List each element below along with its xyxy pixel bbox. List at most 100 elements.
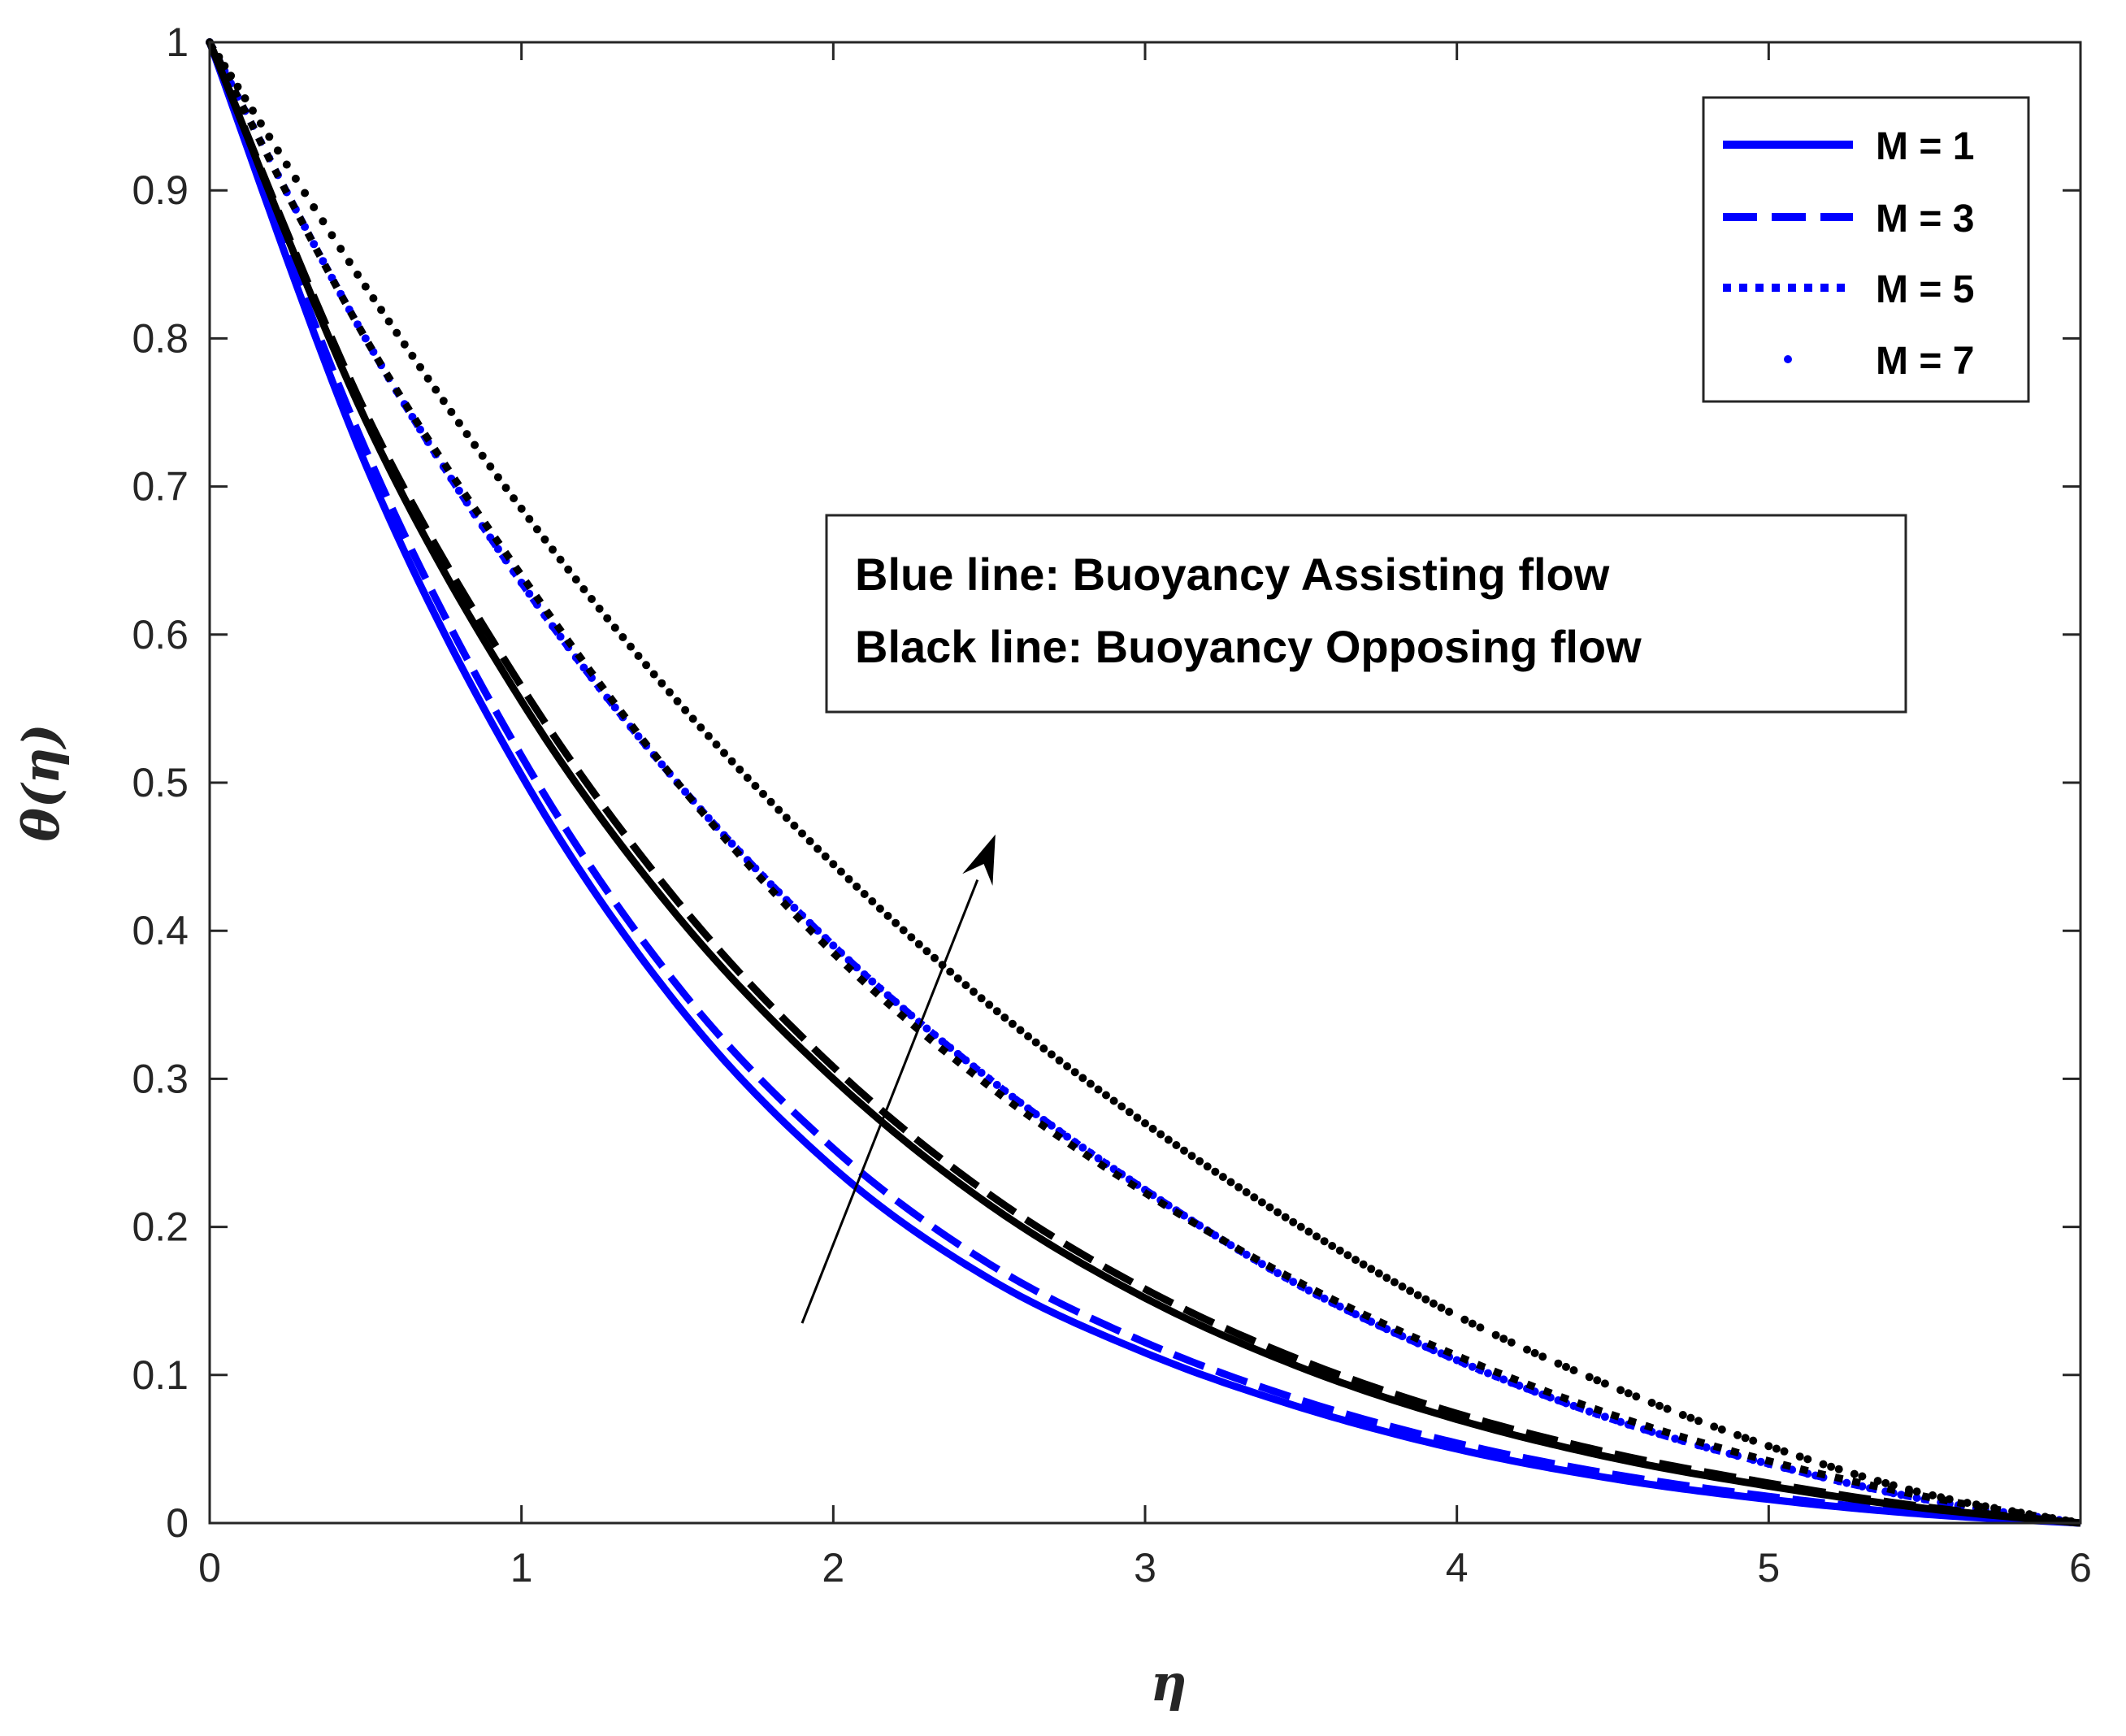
series-point: [665, 688, 674, 697]
series-point: [215, 53, 223, 61]
series-point: [1507, 1338, 1516, 1347]
series-point: [1016, 1026, 1025, 1035]
series-point: [1203, 1162, 1212, 1171]
series-point: [977, 994, 986, 1003]
series-point: [1421, 1295, 1430, 1304]
series-point: [618, 633, 627, 641]
series-point: [1250, 1193, 1259, 1202]
series-point: [328, 231, 336, 240]
series-point: [1499, 1335, 1508, 1343]
series-point: [704, 814, 713, 822]
series-point: [1367, 1317, 1376, 1326]
series-point: [1008, 1092, 1017, 1101]
series-point: [1772, 1444, 1781, 1453]
series-point: [688, 714, 697, 723]
series-point: [517, 504, 526, 513]
series-point: [844, 875, 853, 883]
series-point: [1741, 1434, 1750, 1443]
series-point: [735, 765, 744, 774]
series-point: [517, 579, 526, 587]
series-point: [899, 926, 908, 935]
series-point: [493, 545, 502, 553]
series-point: [1437, 1304, 1446, 1312]
series-point: [393, 328, 401, 337]
series-point: [681, 788, 690, 796]
series-point: [571, 575, 580, 584]
series-point: [1717, 1425, 1726, 1434]
series-point: [829, 860, 838, 869]
series-point: [432, 385, 440, 394]
series-point: [345, 258, 354, 267]
series-point: [579, 663, 588, 672]
series-point: [970, 987, 978, 996]
series-point: [1218, 1173, 1227, 1182]
y-tick-label: 0.2: [132, 1204, 189, 1250]
series-point: [1655, 1430, 1664, 1439]
series-point: [1468, 1362, 1477, 1371]
series-point: [556, 632, 565, 641]
x-tick-label: 3: [1134, 1545, 1156, 1591]
series-point: [836, 867, 845, 876]
series-point: [953, 1049, 962, 1058]
legend-label-m5: M = 5: [1876, 268, 1974, 311]
x-tick-label: 5: [1757, 1545, 1780, 1591]
series-point: [1647, 1399, 1656, 1407]
series-point: [1585, 1407, 1594, 1416]
series-point: [1164, 1135, 1173, 1144]
series-point: [1912, 1487, 1921, 1496]
series-point: [1148, 1124, 1157, 1133]
series-point: [938, 1037, 947, 1046]
series-point: [1070, 1068, 1079, 1077]
series-point: [798, 829, 806, 838]
series-point: [377, 306, 385, 315]
series-point: [657, 760, 666, 769]
series-point: [564, 565, 573, 574]
series-point: [1234, 1183, 1243, 1191]
series-point: [1257, 1198, 1266, 1207]
series-point: [510, 494, 518, 503]
series-point: [953, 974, 962, 983]
series-point: [1141, 1119, 1149, 1128]
series-point: [256, 119, 265, 128]
y-tick-label: 0.7: [132, 464, 189, 510]
series-point: [1273, 1208, 1282, 1217]
series-point: [301, 189, 310, 197]
series-assisting-m3: [206, 41, 2081, 1527]
series-point: [704, 731, 713, 740]
series-point: [1328, 1242, 1337, 1250]
series-point: [1047, 1050, 1056, 1059]
series-point: [556, 555, 565, 564]
series-point: [328, 273, 336, 282]
series-point: [1063, 1062, 1072, 1070]
series-point: [1530, 1348, 1539, 1357]
series-point: [478, 451, 487, 460]
series-point: [1749, 1436, 1758, 1445]
series-point: [361, 282, 370, 291]
series-point: [2016, 1508, 2025, 1517]
series-point: [1211, 1167, 1220, 1176]
series-point: [766, 880, 775, 889]
series-point: [1881, 1478, 1890, 1487]
series-point: [265, 132, 274, 141]
series-point: [1304, 1227, 1313, 1236]
series-point: [1257, 1260, 1266, 1269]
series-point: [1562, 1362, 1570, 1371]
series-point: [985, 1000, 994, 1009]
series-point: [1702, 1443, 1711, 1452]
series-point: [829, 941, 838, 950]
series-point: [1616, 1417, 1625, 1426]
y-tick-label: 0: [166, 1500, 189, 1546]
series-point: [273, 146, 282, 155]
series-point: [1554, 1359, 1563, 1368]
series-point: [931, 953, 939, 962]
series-point: [1663, 1404, 1672, 1413]
y-tick-label: 0.3: [132, 1056, 189, 1101]
series-point: [1374, 1269, 1383, 1278]
y-tick-label: 0.5: [132, 760, 189, 805]
series-point: [868, 977, 877, 986]
series-point: [1047, 1121, 1056, 1130]
series-point: [1265, 1203, 1274, 1212]
series-point: [310, 203, 319, 211]
series-point: [1710, 1422, 1719, 1431]
series-point: [354, 320, 362, 329]
